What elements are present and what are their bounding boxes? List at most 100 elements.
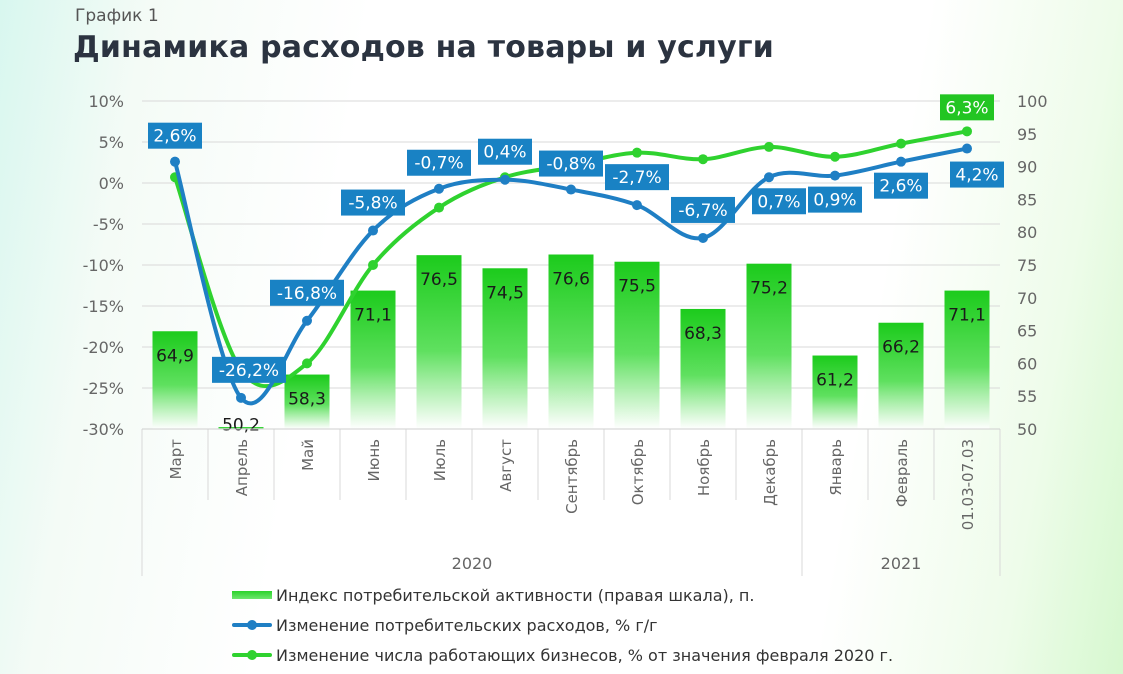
chart-title: Динамика расходов на товары и услуги	[73, 30, 774, 65]
business-change-point	[764, 141, 774, 152]
business-value-label: 6,3%	[940, 94, 994, 121]
left-axis-tick-label: -5%	[93, 215, 124, 234]
spending-change-point	[830, 170, 840, 181]
spending-value-label: 0,4%	[478, 138, 532, 165]
business-value-label-box	[940, 94, 994, 121]
spending-value-label-text: -5,8%	[348, 194, 397, 214]
bar-value-label: 76,5	[420, 270, 458, 290]
business-change-point	[896, 138, 906, 149]
bar-value-label: 75,5	[618, 277, 656, 297]
right-axis-tick-label: 65	[1017, 322, 1037, 341]
spending-value-label-text: -26,2%	[219, 361, 279, 381]
bar	[680, 308, 726, 429]
legend-green-line-swatch	[232, 650, 272, 660]
spending-value-label-text: 2,6%	[153, 127, 196, 147]
bar	[614, 261, 660, 429]
right-axis-tick-label: 75	[1017, 256, 1037, 275]
bar-value-label: 75,2	[750, 279, 788, 299]
business-change-point	[698, 154, 708, 165]
spending-change-line	[173, 146, 968, 406]
left-axis-tick-label: -25%	[83, 379, 124, 398]
business-change-point	[632, 147, 642, 158]
spending-value-label: -6,7%	[671, 196, 735, 223]
business-change-point	[830, 151, 840, 162]
spending-value-label-text: -2,7%	[612, 168, 661, 188]
x-tick-label: Март	[167, 439, 185, 480]
left-axis-tick-label: -20%	[83, 338, 124, 357]
right-axis-tick-label: 90	[1017, 158, 1037, 177]
bar	[878, 322, 924, 429]
spending-value-label-text: 2,6%	[879, 177, 922, 197]
business-change-point	[962, 126, 972, 137]
spending-value-label-box	[539, 150, 603, 177]
spending-value-label-box	[874, 172, 928, 199]
spending-value-label: -2,7%	[605, 164, 669, 191]
bar	[812, 355, 858, 429]
left-axis-tick-label: -15%	[83, 297, 124, 316]
right-axis-tick-label: 100	[1017, 92, 1048, 111]
spending-value-label-box	[148, 122, 202, 149]
spending-value-label-box	[212, 356, 286, 383]
right-axis-tick-label: 95	[1017, 125, 1037, 144]
spending-value-label: 4,2%	[950, 161, 1004, 188]
legend-label-business-change: Изменение числа работающих бизнесов, % о…	[276, 645, 894, 665]
bar	[350, 290, 396, 429]
left-axis-tick-label: 5%	[99, 133, 124, 152]
bar	[416, 255, 462, 429]
x-tick-label: Сентябрь	[563, 439, 581, 514]
x-tick-label: 01.03-07.03	[959, 439, 977, 530]
legend-bar-swatch	[232, 591, 272, 599]
spending-change-point	[368, 225, 378, 236]
bar-value-label: 58,3	[288, 390, 326, 410]
spending-change-point	[962, 143, 972, 154]
x-tick-label: Ноябрь	[695, 439, 713, 496]
x-tick-label: Июль	[431, 439, 449, 481]
spending-value-label-text: 4,2%	[955, 166, 998, 186]
x-tick-label: Июнь	[365, 439, 383, 482]
bar	[152, 331, 198, 429]
right-axis-tick-label: 70	[1017, 289, 1037, 308]
spending-value-label: 0,9%	[808, 186, 862, 213]
spending-value-label-text: -16,8%	[277, 284, 337, 304]
spending-change-point	[764, 172, 774, 183]
spending-value-label-box	[270, 279, 344, 306]
left-axis-tick-label: -30%	[83, 420, 124, 439]
spending-value-label: -5,8%	[341, 189, 405, 216]
spending-value-label-text: 0,7%	[757, 192, 800, 212]
bar-value-label: 50,2	[222, 416, 260, 436]
business-value-label-text: 6,3%	[945, 98, 988, 118]
right-axis-tick-label: 85	[1017, 190, 1037, 209]
spending-value-label-box	[605, 164, 669, 191]
business-change-point	[302, 358, 312, 369]
x-tick-label: Октябрь	[629, 439, 647, 505]
legend-blue-line-swatch	[232, 620, 272, 630]
bar-value-label: 76,6	[552, 270, 590, 290]
spending-value-label: -16,8%	[270, 279, 344, 306]
business-change-point	[368, 260, 378, 270]
bar-value-label: 68,3	[684, 324, 722, 344]
spending-value-label-text: 0,4%	[483, 143, 526, 163]
left-axis-tick-label: -10%	[83, 256, 124, 275]
left-axis-tick-label: 0%	[99, 174, 124, 193]
spending-change-point	[236, 392, 246, 403]
year-label: 2020	[452, 554, 493, 573]
x-tick-label: Февраль	[893, 439, 911, 507]
legend-item-activity-index: Индекс потребительской активности (права…	[232, 580, 893, 610]
x-tick-label: Апрель	[233, 439, 251, 496]
spending-value-label-box	[341, 189, 405, 216]
bar	[482, 268, 528, 429]
spending-value-label-text: -0,8%	[546, 155, 595, 175]
spending-value-label: 2,6%	[874, 172, 928, 199]
legend-item-business-change: Изменение числа работающих бизнесов, % о…	[232, 640, 893, 670]
bar-value-label: 71,1	[354, 306, 392, 326]
spending-value-label-text: -6,7%	[678, 201, 727, 221]
spending-value-label-box	[407, 149, 471, 176]
spending-value-label: -0,7%	[407, 149, 471, 176]
spending-change-point	[170, 156, 180, 167]
chart-legend: Индекс потребительской активности (права…	[232, 580, 893, 670]
spending-change-point	[302, 315, 312, 326]
spending-value-label: 2,6%	[148, 122, 202, 149]
spending-value-label-text: -0,7%	[414, 154, 463, 174]
spending-value-label: -26,2%	[212, 356, 286, 383]
right-axis-tick-label: 55	[1017, 387, 1037, 406]
